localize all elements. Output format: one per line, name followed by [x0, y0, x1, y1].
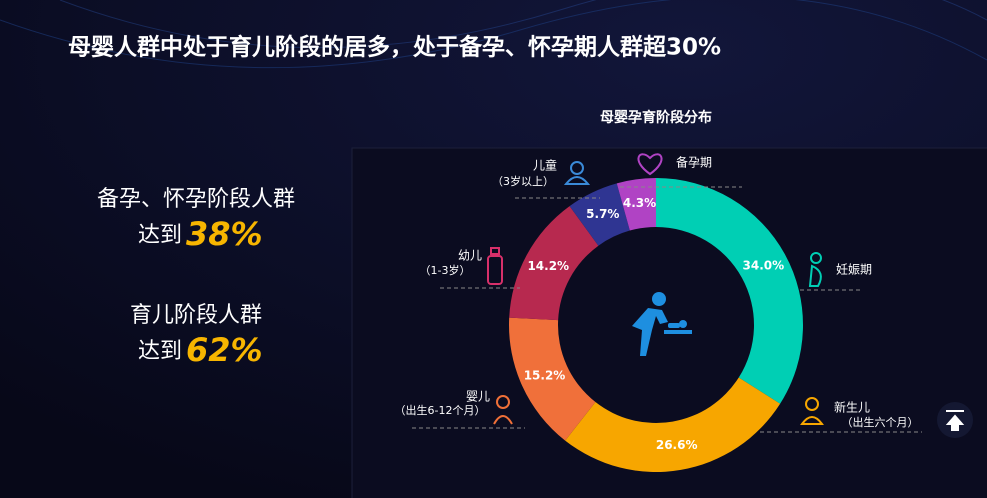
highlight-label: 备孕、怀孕阶段人群	[97, 187, 295, 212]
highlight-prefix: 达到	[138, 339, 182, 364]
category-label: 备孕期	[676, 156, 712, 170]
category-note: （1-3岁）	[420, 263, 471, 277]
donut-segment	[569, 183, 630, 246]
value-label: 34.0%	[743, 258, 785, 272]
headline: 母婴人群中处于育儿阶段的居多，处于备孕、怀孕期人群超30%	[68, 34, 721, 61]
value-label: 15.2%	[524, 368, 566, 382]
highlight-label: 育儿阶段人群	[130, 303, 262, 328]
value-label: 14.2%	[527, 259, 569, 273]
donut-segment	[616, 178, 656, 231]
decor-line	[59, 0, 987, 49]
value-label: 5.7%	[586, 207, 619, 221]
donut-segment	[565, 377, 781, 473]
donut-segment	[509, 317, 596, 441]
highlight-value: 38%	[186, 215, 263, 253]
highlight-prefix: 达到	[138, 223, 182, 248]
category-label: 幼儿	[458, 249, 482, 263]
decor-line	[0, 0, 987, 69]
value-label: 4.3%	[623, 196, 656, 210]
value-label: 26.6%	[656, 438, 698, 452]
highlight-value: 62%	[186, 331, 263, 369]
category-label: 婴儿	[466, 390, 490, 404]
category-label: 儿童	[533, 158, 557, 173]
donut-segment	[509, 206, 599, 321]
donut-segment	[656, 178, 803, 404]
category-label: 新生儿	[834, 400, 870, 415]
center-icon	[632, 292, 692, 356]
category-label: 妊娠期	[836, 263, 872, 277]
category-note: （出生6-12个月）	[395, 403, 486, 417]
category-note: （3岁以上）	[492, 174, 554, 188]
category-note: （出生六个月）	[842, 415, 919, 429]
icons	[487, 153, 824, 425]
back-to-top[interactable]	[937, 402, 973, 438]
chart-title: 母婴孕育阶段分布	[600, 109, 712, 126]
